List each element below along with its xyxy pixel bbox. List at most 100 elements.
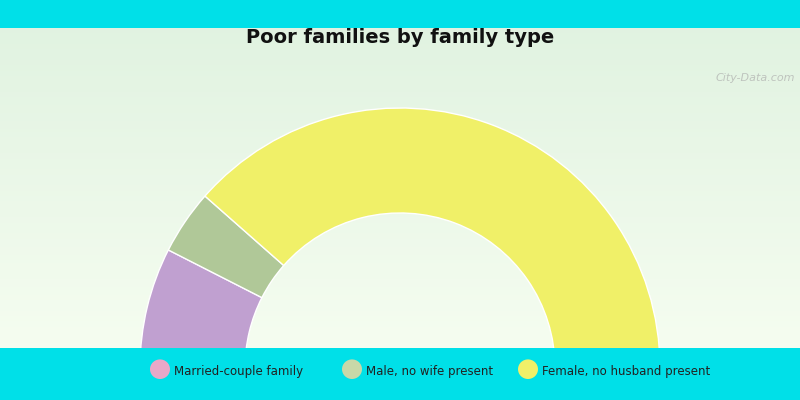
Polygon shape (0, 169, 800, 172)
Polygon shape (0, 228, 800, 231)
Polygon shape (0, 84, 800, 87)
Polygon shape (0, 316, 800, 319)
Polygon shape (0, 31, 800, 33)
Polygon shape (0, 180, 800, 183)
Polygon shape (0, 343, 800, 345)
Polygon shape (0, 249, 800, 252)
Polygon shape (0, 153, 800, 156)
Polygon shape (0, 124, 800, 127)
Polygon shape (0, 257, 800, 260)
Polygon shape (0, 55, 800, 57)
Polygon shape (0, 79, 800, 81)
Polygon shape (0, 183, 800, 185)
Polygon shape (0, 255, 800, 257)
Polygon shape (0, 185, 800, 188)
Polygon shape (0, 332, 800, 335)
Polygon shape (0, 148, 800, 151)
Polygon shape (0, 95, 800, 97)
Text: Poor families by family type: Poor families by family type (246, 28, 554, 47)
Polygon shape (0, 201, 800, 204)
Polygon shape (0, 289, 800, 292)
Text: City-Data.com: City-Data.com (715, 73, 795, 83)
Polygon shape (0, 116, 800, 119)
Polygon shape (0, 329, 800, 332)
Wedge shape (205, 108, 660, 368)
Polygon shape (0, 223, 800, 225)
Polygon shape (0, 137, 800, 140)
Polygon shape (0, 295, 800, 297)
Polygon shape (0, 172, 800, 175)
Polygon shape (0, 92, 800, 95)
Polygon shape (0, 57, 800, 60)
Polygon shape (0, 151, 800, 153)
Polygon shape (0, 140, 800, 143)
Polygon shape (0, 207, 800, 209)
Polygon shape (0, 127, 800, 129)
Polygon shape (0, 60, 800, 63)
Polygon shape (0, 159, 800, 161)
Polygon shape (0, 263, 800, 265)
Polygon shape (0, 209, 800, 212)
Polygon shape (0, 49, 800, 52)
Polygon shape (0, 265, 800, 268)
Polygon shape (0, 287, 800, 289)
Polygon shape (0, 327, 800, 329)
Polygon shape (0, 281, 800, 284)
Polygon shape (0, 319, 800, 321)
Polygon shape (0, 193, 800, 196)
Polygon shape (0, 143, 800, 145)
Polygon shape (0, 268, 800, 271)
Polygon shape (0, 145, 800, 148)
Polygon shape (0, 337, 800, 340)
Polygon shape (0, 188, 800, 191)
Polygon shape (0, 28, 800, 31)
Polygon shape (0, 121, 800, 124)
Polygon shape (0, 308, 800, 311)
Polygon shape (0, 177, 800, 180)
Polygon shape (0, 324, 800, 327)
Polygon shape (0, 73, 800, 76)
Polygon shape (0, 63, 800, 65)
Polygon shape (0, 196, 800, 199)
Ellipse shape (518, 359, 538, 379)
Polygon shape (0, 41, 800, 44)
Polygon shape (0, 89, 800, 92)
Polygon shape (0, 113, 800, 116)
Text: Male, no wife present: Male, no wife present (366, 366, 494, 378)
Text: Female, no husband present: Female, no husband present (542, 366, 710, 378)
Polygon shape (0, 273, 800, 276)
Ellipse shape (150, 359, 170, 379)
Polygon shape (0, 303, 800, 305)
Polygon shape (0, 39, 800, 41)
Polygon shape (0, 231, 800, 233)
Polygon shape (0, 212, 800, 215)
Polygon shape (0, 175, 800, 177)
Polygon shape (0, 97, 800, 100)
Polygon shape (0, 321, 800, 324)
Polygon shape (0, 199, 800, 201)
Polygon shape (0, 300, 800, 303)
Polygon shape (0, 161, 800, 164)
Wedge shape (140, 250, 262, 368)
Polygon shape (0, 335, 800, 337)
Polygon shape (0, 36, 800, 39)
Polygon shape (0, 156, 800, 159)
Polygon shape (0, 233, 800, 236)
Polygon shape (0, 129, 800, 132)
Polygon shape (0, 103, 800, 105)
Polygon shape (0, 204, 800, 207)
Polygon shape (0, 292, 800, 295)
Polygon shape (0, 345, 800, 348)
Polygon shape (0, 311, 800, 313)
Polygon shape (0, 47, 800, 49)
Polygon shape (0, 111, 800, 113)
Polygon shape (0, 164, 800, 167)
Polygon shape (0, 65, 800, 68)
Wedge shape (168, 196, 284, 298)
Polygon shape (0, 33, 800, 36)
Polygon shape (0, 119, 800, 121)
Polygon shape (0, 135, 800, 137)
Polygon shape (0, 305, 800, 308)
Polygon shape (0, 191, 800, 193)
Polygon shape (0, 260, 800, 263)
